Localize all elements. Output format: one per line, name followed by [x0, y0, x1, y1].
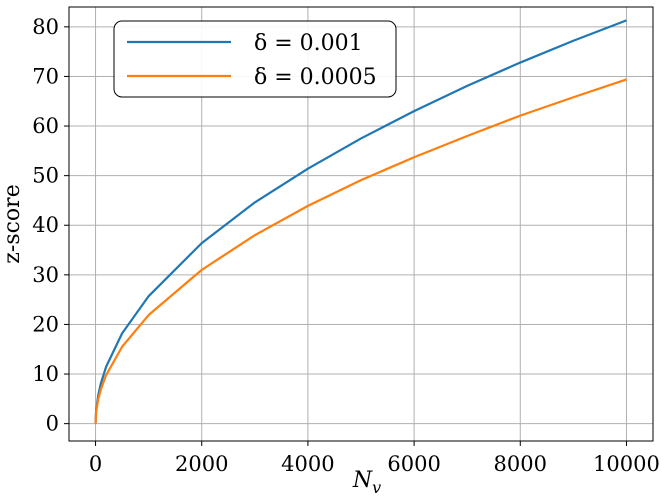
y-axis-label: z-score	[0, 184, 25, 263]
series-line-2	[94, 78, 627, 424]
legend-label-2: δ = 0.0005	[254, 65, 377, 90]
y-tick-labels: 0 10 20 30 40 50 60 70 80	[32, 15, 69, 436]
x-tick-label: 0	[89, 452, 102, 476]
y-tick-label: 10	[32, 362, 59, 386]
x-tick-label: 4000	[281, 452, 334, 476]
legend-box	[113, 20, 397, 98]
x-tick-label: 2000	[175, 452, 228, 476]
plot-frame	[68, 6, 654, 442]
y-tick-label: 80	[32, 15, 59, 39]
x-tick-labels: 0 2000 4000 6000 8000 10000	[89, 441, 660, 476]
y-tick-label: 20	[32, 312, 59, 336]
x-tick-label: 6000	[387, 452, 440, 476]
series-line-1	[94, 19, 627, 424]
x-axis-label: Nv	[352, 468, 381, 497]
y-tick-label: 70	[32, 64, 59, 88]
x-tick-label: 10000	[593, 452, 660, 476]
series-lines	[94, 19, 627, 424]
y-tick-label: 60	[32, 114, 59, 138]
x-axis-label-subscript: v	[372, 478, 381, 497]
x-tick-label: 8000	[494, 452, 547, 476]
y-tick-label: 0	[46, 412, 59, 436]
legend: δ = 0.001 δ = 0.0005	[113, 20, 397, 98]
legend-label-1: δ = 0.001	[254, 31, 363, 56]
y-tick-label: 30	[32, 263, 59, 287]
y-tick-label: 40	[32, 213, 59, 237]
y-tick-label: 50	[32, 164, 59, 188]
x-axis-label-base: N	[352, 468, 373, 493]
